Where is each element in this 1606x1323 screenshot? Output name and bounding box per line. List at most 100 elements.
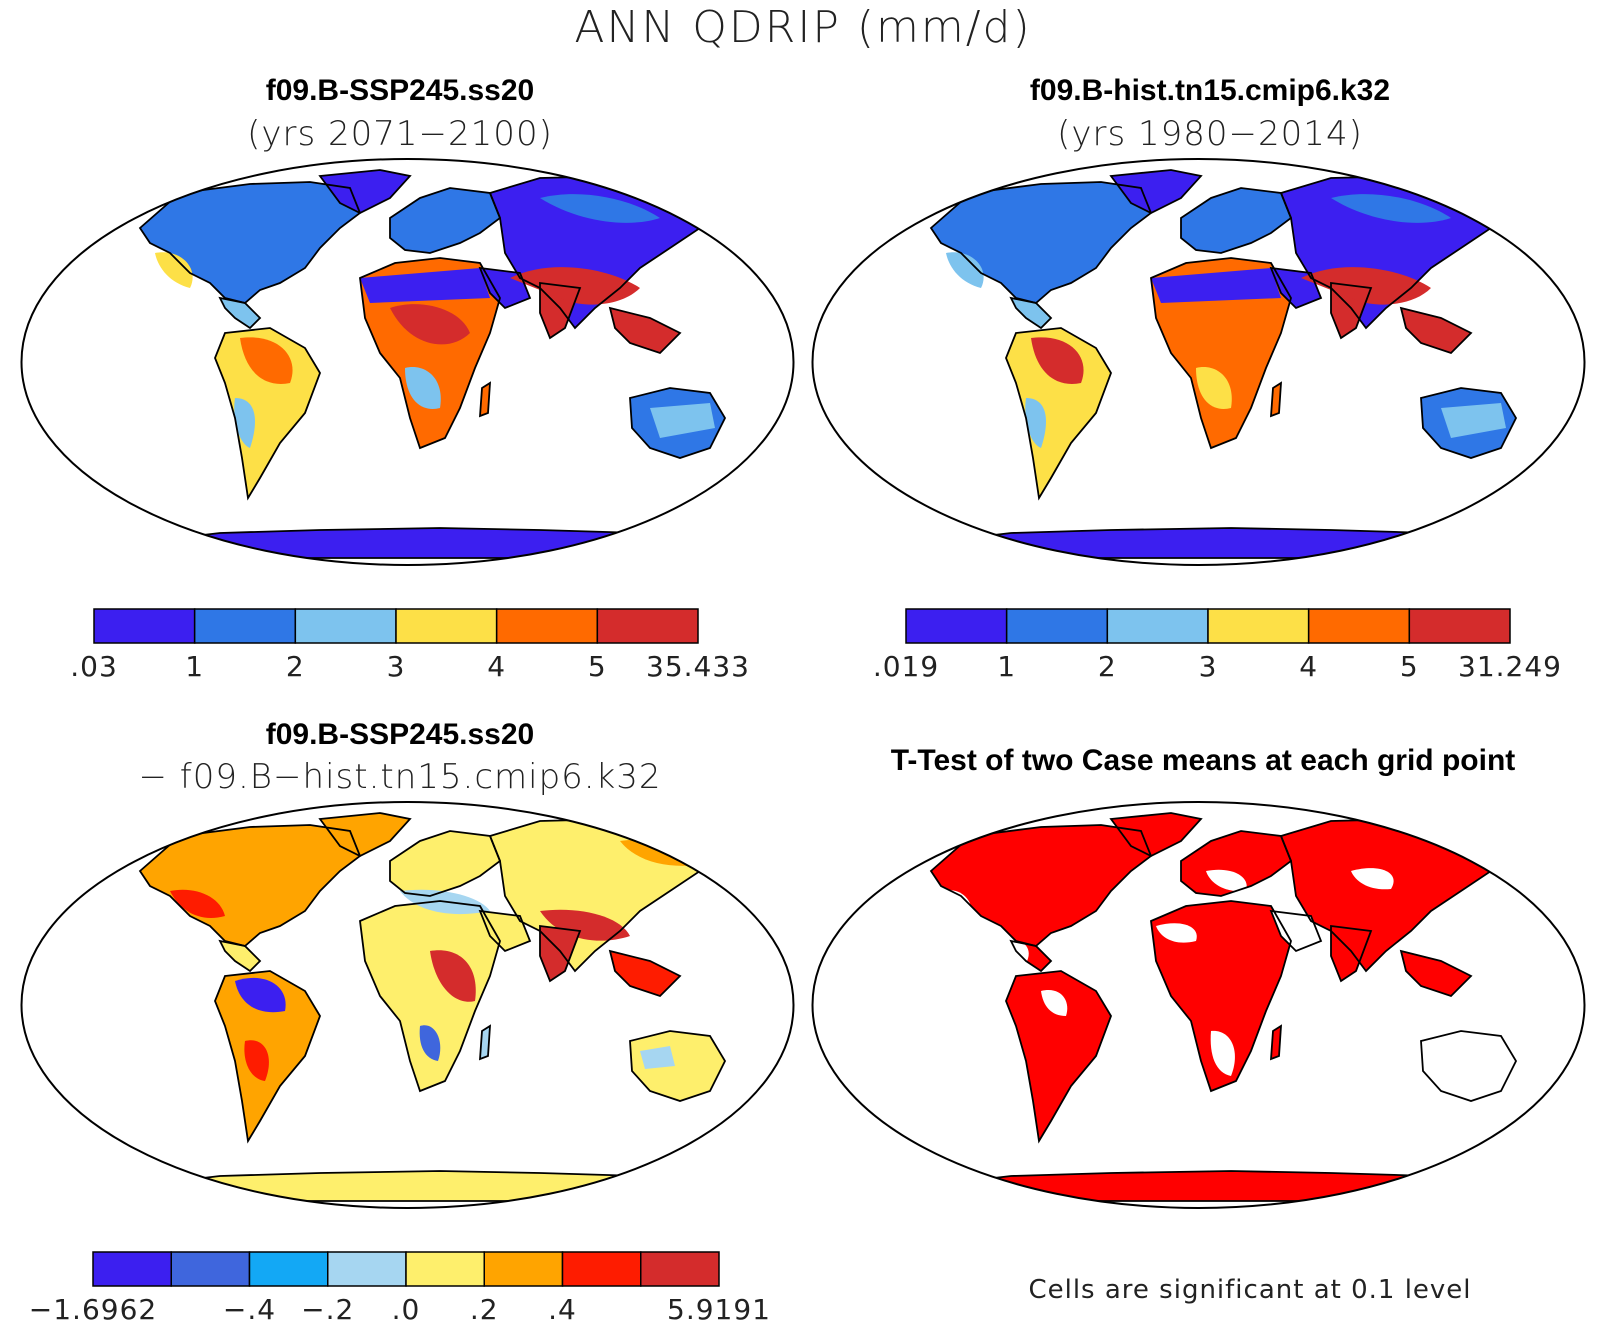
field-region [1181, 304, 1261, 345]
coastline-antarctica [895, 527, 1514, 559]
field-region [1156, 923, 1197, 943]
landmass-australia [630, 1031, 725, 1101]
panel-3-subtitle: − f09.B−hist.tn15.cmip6.k32 [138, 757, 662, 797]
landmass-centralAmerica [220, 298, 260, 328]
landmass-southAmerica [1006, 328, 1111, 498]
colorbar-swatch [92, 1251, 172, 1287]
field-region [1331, 194, 1451, 223]
landmass-arabia [480, 911, 530, 951]
colorbar-tick-label: .019 [873, 650, 939, 683]
map-difference [20, 801, 795, 1209]
coastline-india [1330, 924, 1373, 983]
field-region [1025, 398, 1046, 448]
field-region [946, 252, 984, 288]
colorbar-swatch [1106, 608, 1209, 644]
colorbar-tick-label: 2 [286, 650, 305, 683]
landmass-centralAmerica [220, 941, 260, 971]
field-region [1151, 268, 1281, 303]
coastline-greenland [318, 812, 412, 858]
colorbar-tick-label: 3 [387, 650, 406, 683]
field-region [510, 267, 640, 305]
coastline-europe [1180, 830, 1293, 897]
coastline-arabia [1269, 909, 1323, 953]
coastline-africa [359, 257, 501, 450]
colorbar-tick-label: −.4 [223, 1293, 276, 1323]
panel-1-title: f09.B-SSP245.ss20 [265, 74, 535, 107]
colorbar-swatch [170, 1251, 251, 1287]
colorbar-tick-label: 31.249 [1458, 650, 1562, 683]
coastline-madagascar [1270, 1024, 1283, 1061]
colorbar-tick-label: 5 [1400, 650, 1419, 683]
colorbar-tick-label: .03 [70, 650, 118, 683]
field-region [941, 890, 972, 921]
coastline-southAmerica [1005, 970, 1112, 1144]
coastline-africa [1150, 257, 1292, 450]
significance-note: Cells are significant at 0.1 level [1028, 1275, 1472, 1305]
colorbar-tick-label: .2 [470, 1293, 499, 1323]
colorbar-swatch [193, 608, 297, 644]
field-region [155, 252, 193, 288]
field-region [640, 1046, 675, 1069]
coastline-centralAmerica [1009, 939, 1053, 973]
landmass-greenland [1111, 170, 1201, 213]
map-ttest [811, 801, 1586, 1209]
landmass-greenland [320, 813, 410, 856]
coastline-india [1330, 281, 1373, 340]
field-region [419, 1025, 441, 1061]
coastline-india [539, 281, 582, 340]
field-region [235, 977, 286, 1013]
panel-4-title: T-Test of two Case means at each grid po… [890, 744, 1516, 777]
landmass-arabia [1271, 911, 1321, 951]
colorbar-swatch [1207, 608, 1310, 644]
landmass-greenland [320, 170, 410, 213]
field-region [430, 950, 476, 1002]
field-region [540, 909, 630, 941]
field-region [244, 1040, 269, 1081]
colorbar-swatch [395, 608, 498, 644]
colorbar-tick-label: 35.433 [646, 650, 750, 683]
coastline-arabia [478, 909, 532, 953]
landmass-seAsia [1401, 951, 1471, 996]
coastline-antarctica [895, 1170, 1514, 1202]
field-region [1351, 868, 1394, 890]
coastline-australia [629, 1030, 727, 1102]
panel-3-title: f09.B-SSP245.ss20 [265, 718, 535, 751]
colorbar-tick-label: 3 [1199, 650, 1218, 683]
landmass-seAsia [610, 308, 680, 353]
field-region [1041, 990, 1068, 1016]
colorbar-swatch [327, 1251, 407, 1287]
coastline-greenland [1109, 812, 1203, 858]
landmass-greenland [1111, 813, 1201, 856]
coastline-centralAmerica [218, 939, 262, 973]
coastline-australia [1420, 1030, 1518, 1102]
coastline-madagascar [479, 381, 492, 418]
coastline-seAsia [1399, 949, 1473, 998]
figure-title: ANN QDRIP (mm/d) [574, 2, 1032, 53]
landmass-seAsia [610, 951, 680, 996]
landmass-africa [1151, 258, 1291, 448]
colorbar-swatch [1307, 608, 1411, 644]
colorbar-tick-label: 1 [185, 650, 204, 683]
map-frame [811, 801, 1586, 1209]
landmass-africa [360, 901, 500, 1091]
landmass-northAmerica [140, 825, 360, 946]
map-historical [811, 158, 1586, 566]
coastline-africa [1150, 900, 1292, 1093]
colorbar-swatch [495, 608, 599, 644]
field-region [1301, 267, 1431, 305]
panel-2-subtitle: (yrs 1980−2014) [1057, 114, 1363, 154]
colorbar-tick-label: 4 [1299, 650, 1318, 683]
colorbar-tick-label: .0 [392, 1293, 421, 1323]
coastline-antarctica [104, 527, 723, 559]
panel-2-title: f09.B-hist.tn15.cmip6.k32 [1029, 74, 1391, 107]
colorbar-swatch [248, 1251, 329, 1287]
field-region [1441, 403, 1506, 438]
coastline-greenland [1109, 169, 1203, 215]
field-region [1031, 337, 1084, 384]
coastline-antarctica [104, 1170, 723, 1202]
colorbar-historical: .019 1 2 3 4 5 31.249 [873, 608, 1562, 683]
coastline-southAmerica [214, 327, 321, 501]
field-region [360, 268, 490, 303]
field-region [390, 304, 470, 345]
colorbar-tick-label: 5.9191 [667, 1293, 771, 1323]
